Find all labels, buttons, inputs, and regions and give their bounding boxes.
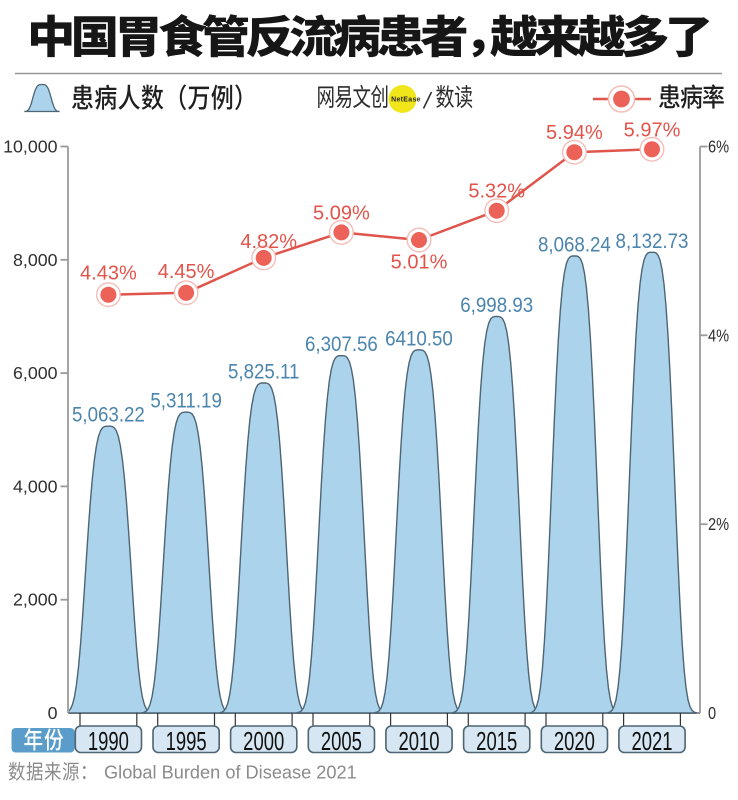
- svg-text:8,132.73: 8,132.73: [616, 230, 689, 253]
- svg-text:6410.50: 6410.50: [385, 327, 453, 350]
- svg-text:6,307.56: 6,307.56: [305, 333, 378, 356]
- svg-text:5.32%: 5.32%: [468, 181, 525, 203]
- svg-text:8,000: 8,000: [13, 250, 58, 270]
- svg-text:2015: 2015: [476, 727, 517, 756]
- svg-text:5.97%: 5.97%: [624, 119, 681, 141]
- svg-text:5,825.11: 5,825.11: [228, 360, 300, 383]
- svg-text:2,000: 2,000: [13, 590, 58, 610]
- svg-text:4%: 4%: [708, 326, 729, 346]
- svg-text:5.09%: 5.09%: [313, 202, 370, 224]
- svg-text:0: 0: [48, 703, 58, 723]
- svg-text:5.01%: 5.01%: [391, 252, 448, 274]
- svg-text:2000: 2000: [243, 727, 284, 756]
- svg-text:2020: 2020: [554, 727, 595, 756]
- svg-text:4,000: 4,000: [13, 476, 58, 496]
- svg-text:5,311.19: 5,311.19: [150, 390, 222, 413]
- svg-text:4.82%: 4.82%: [240, 231, 297, 253]
- svg-text:8,068.24: 8,068.24: [538, 233, 611, 256]
- svg-text:4.45%: 4.45%: [158, 261, 215, 283]
- svg-text:5.94%: 5.94%: [546, 122, 603, 144]
- svg-text:1990: 1990: [88, 727, 129, 756]
- svg-text:2005: 2005: [321, 727, 362, 756]
- svg-text:10,000: 10,000: [3, 137, 57, 157]
- svg-text:6,000: 6,000: [13, 363, 58, 383]
- svg-text:4.43%: 4.43%: [80, 263, 137, 285]
- svg-text:6,998.93: 6,998.93: [460, 294, 533, 317]
- svg-text:NetEase: NetEase: [391, 96, 421, 103]
- svg-text:Global Burden of Disease 2021: Global Burden of Disease 2021: [104, 763, 357, 783]
- svg-text:6%: 6%: [708, 137, 729, 157]
- svg-text:1995: 1995: [166, 727, 207, 756]
- svg-text:0: 0: [708, 704, 716, 724]
- svg-text:2%: 2%: [708, 515, 729, 535]
- svg-text:5,063.22: 5,063.22: [72, 404, 145, 427]
- svg-text:2010: 2010: [398, 727, 439, 756]
- svg-text:2021: 2021: [631, 727, 672, 756]
